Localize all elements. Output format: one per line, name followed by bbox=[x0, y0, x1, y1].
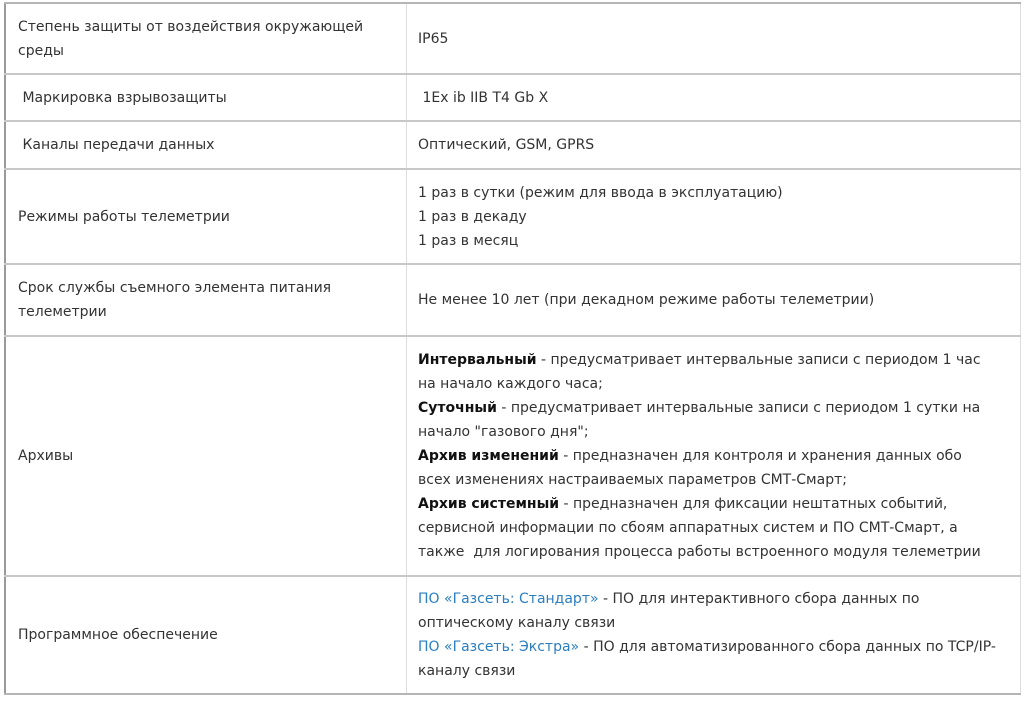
row-value: 1 раз в сутки (режим для ввода в эксплуа… bbox=[406, 168, 1021, 264]
software-desc: - ПО для интерактивного сбора данных по bbox=[598, 591, 920, 607]
row-value: IP65 bbox=[406, 3, 1021, 74]
table-row: Режимы работы телеметрии 1 раз в сутки (… bbox=[5, 168, 1021, 264]
telemetry-mode: 1 раз в декаду bbox=[418, 208, 527, 225]
table-row: Программное обеспечение ПО «Газсеть: Ста… bbox=[5, 575, 1021, 694]
archive-desc: сервисной информации по сбоям аппаратных… bbox=[418, 520, 958, 536]
row-value: Оптический, GSM, GPRS bbox=[406, 120, 1021, 169]
archive-item: Суточный - предусматривает интервальные … bbox=[418, 396, 1008, 420]
table-row: Степень защиты от воздействия окружающей… bbox=[5, 3, 1021, 74]
row-label: Режимы работы телеметрии bbox=[5, 168, 407, 264]
archive-desc: на начало каждого часа; bbox=[418, 376, 603, 392]
archive-desc: всех изменениях настраиваемых параметров… bbox=[418, 472, 847, 488]
archive-item: Архив системный - предназначен для фикса… bbox=[418, 492, 1008, 516]
software-link-extra[interactable]: ПО «Газсеть: Экстра» bbox=[418, 639, 580, 655]
row-label: Степень защиты от воздействия окружающей… bbox=[5, 3, 407, 74]
archive-title: Интервальный bbox=[418, 352, 537, 368]
table-row: Срок службы съемного элемента питания те… bbox=[5, 263, 1021, 336]
row-label: Архивы bbox=[5, 335, 407, 576]
specs-table: Степень защиты от воздействия окружающей… bbox=[4, 2, 1021, 695]
archive-desc: также для логирования процесса работы вс… bbox=[418, 544, 981, 560]
archive-title: Архив системный bbox=[418, 496, 560, 512]
software-item: ПО «Газсеть: Стандарт» - ПО для интеракт… bbox=[418, 587, 1008, 611]
table-row: Каналы передачи данных Оптический, GSM, … bbox=[5, 120, 1021, 169]
archive-desc: - предназначен для контроля и хранения д… bbox=[558, 448, 962, 464]
archive-desc: - предусматривает интервальные записи с … bbox=[536, 352, 981, 368]
software-link-standart[interactable]: ПО «Газсеть: Стандарт» bbox=[418, 591, 599, 607]
archive-item: Интервальный - предусматривает интерваль… bbox=[418, 348, 1008, 372]
archive-desc: - предназначен для фиксации нештатных со… bbox=[559, 496, 948, 512]
row-label: Маркировка взрывозащиты bbox=[5, 73, 407, 121]
software-desc: оптическому каналу связи bbox=[418, 615, 616, 631]
archive-desc: - предусматривает интервальные записи с … bbox=[496, 400, 981, 416]
row-label: Каналы передачи данных bbox=[5, 120, 407, 169]
telemetry-mode: 1 раз в сутки (режим для ввода в эксплуа… bbox=[418, 184, 783, 201]
archive-item: Архив изменений - предназначен для контр… bbox=[418, 444, 1008, 468]
archive-title: Суточный bbox=[418, 400, 497, 416]
software-desc: - ПО для автоматизированного сбора данны… bbox=[579, 639, 996, 655]
software-item: ПО «Газсеть: Экстра» - ПО для автоматизи… bbox=[418, 635, 1008, 659]
row-value: 1Ex ib IIB T4 Gb X bbox=[406, 73, 1021, 121]
row-value: Интервальный - предусматривает интерваль… bbox=[406, 335, 1021, 576]
table-row: Маркировка взрывозащиты 1Ex ib IIB T4 Gb… bbox=[5, 73, 1021, 121]
row-label: Программное обеспечение bbox=[5, 575, 407, 694]
telemetry-mode: 1 раз в месяц bbox=[418, 232, 519, 249]
software-desc: каналу связи bbox=[418, 663, 516, 679]
row-label: Срок службы съемного элемента питания те… bbox=[5, 263, 407, 336]
row-value: Не менее 10 лет (при декадном режиме раб… bbox=[406, 263, 1021, 336]
archive-desc: начало "газового дня"; bbox=[418, 424, 589, 440]
archive-title: Архив изменений bbox=[418, 448, 559, 464]
row-value: ПО «Газсеть: Стандарт» - ПО для интеракт… bbox=[406, 575, 1021, 694]
table-row: Архивы Интервальный - предусматривает ин… bbox=[5, 335, 1021, 576]
